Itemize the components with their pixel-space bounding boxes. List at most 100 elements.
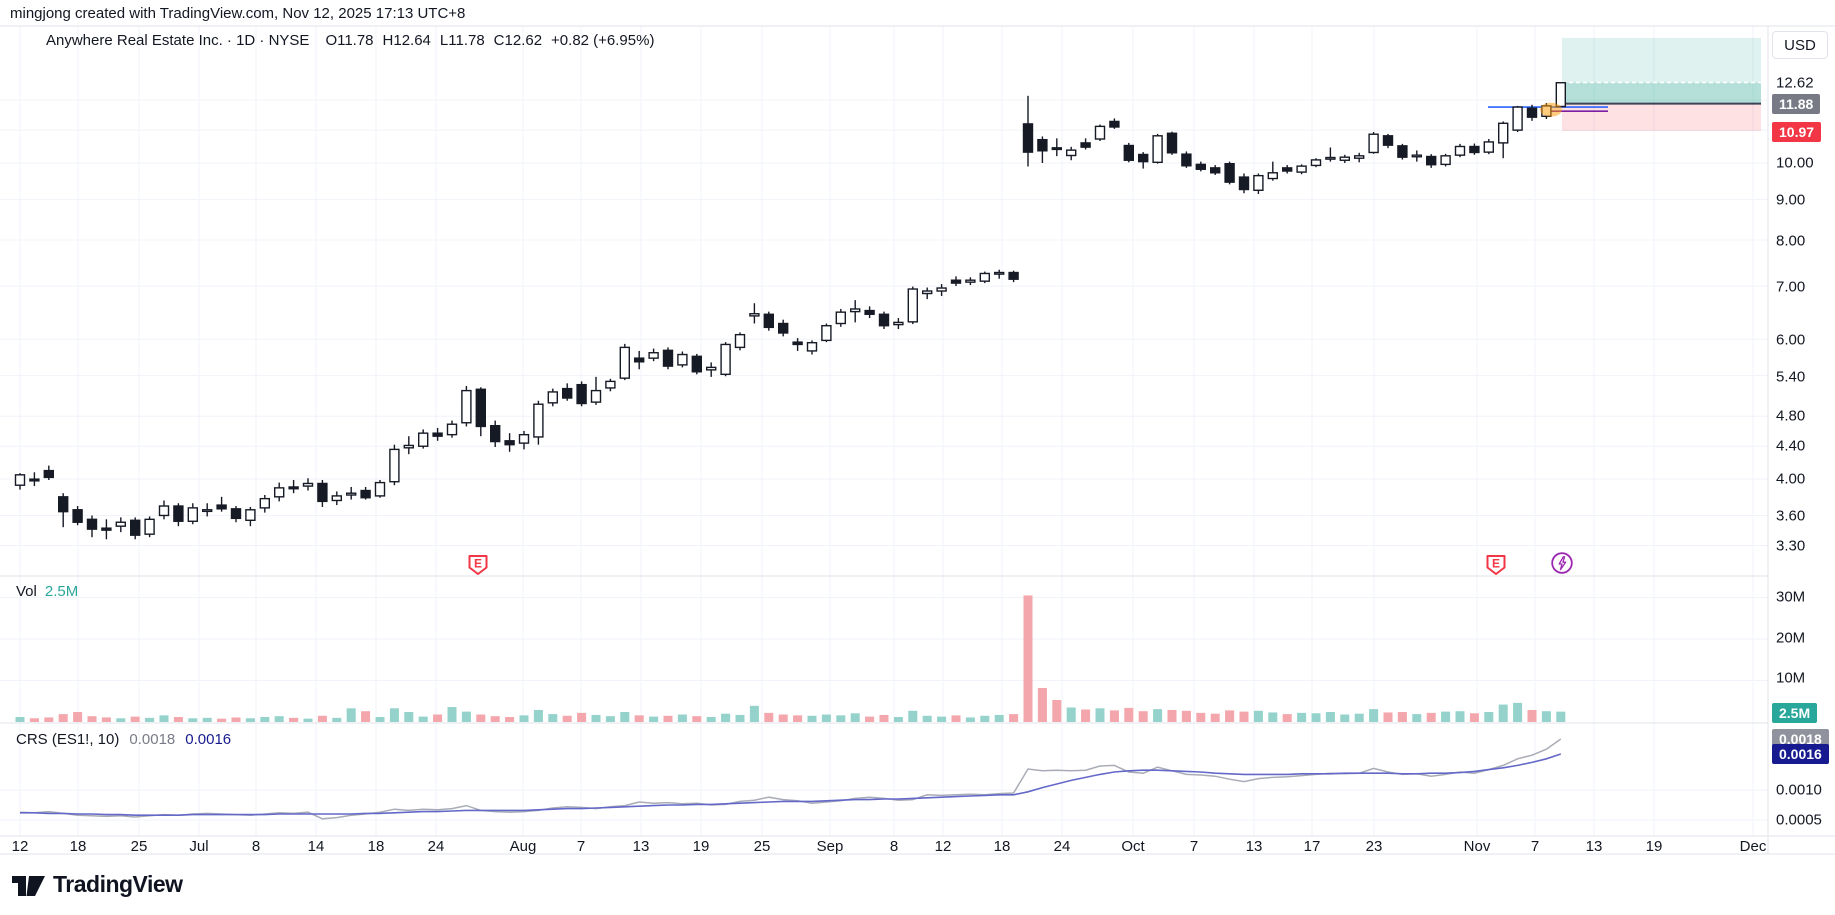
- candle: [1224, 162, 1235, 183]
- candle: [936, 287, 947, 292]
- candle: [518, 433, 530, 444]
- volume-bar: [577, 712, 587, 722]
- candle: [763, 313, 774, 329]
- candle: [994, 271, 1005, 275]
- candle: [302, 482, 314, 487]
- volume-bar: [649, 716, 659, 722]
- candle: [72, 509, 83, 523]
- pane-separators[interactable]: [0, 25, 1835, 855]
- crs-indicator-label[interactable]: CRS (ES1!, 10): [16, 731, 120, 748]
- symbol-legend: Anywhere Real Estate Inc. · 1D · NYSE O11…: [46, 32, 663, 49]
- volume-bar: [965, 717, 975, 722]
- candle: [907, 288, 918, 323]
- candle: [1195, 163, 1207, 170]
- volume-bar: [1282, 714, 1292, 722]
- candle: [1166, 132, 1178, 154]
- candle: [230, 508, 242, 520]
- candlestick-series: [14, 82, 1567, 540]
- candle: [1382, 135, 1394, 146]
- volume-bar: [1311, 713, 1321, 722]
- time-axis-label: 7: [1189, 838, 1199, 855]
- price-axis-badge: 11.88: [1772, 94, 1821, 114]
- candle: [432, 432, 443, 437]
- volume-bar: [1181, 710, 1191, 722]
- volume-bar: [1167, 709, 1177, 722]
- candle: [835, 311, 846, 325]
- candle: [562, 387, 573, 399]
- volume-bar: [101, 717, 111, 722]
- tradingview-logo[interactable]: TradingView: [12, 871, 183, 898]
- candle: [605, 380, 616, 389]
- power-bolt-icon[interactable]: [1551, 552, 1573, 574]
- volume-bar: [1124, 707, 1134, 722]
- time-axis-label: 13: [1585, 838, 1603, 855]
- volume-bar: [922, 715, 932, 722]
- volume-bar: [1297, 712, 1307, 722]
- ohlc-low: L11.78: [439, 32, 485, 49]
- volume-bar: [533, 709, 543, 722]
- entry-marker[interactable]: [1540, 102, 1562, 117]
- candle: [1512, 106, 1523, 131]
- crs-pane-legend: CRS (ES1!, 10) 0.0018 0.0016: [16, 731, 231, 748]
- volume-bar: [879, 714, 889, 722]
- earnings-icon[interactable]: E: [468, 555, 488, 575]
- currency-chip[interactable]: USD: [1772, 31, 1828, 59]
- volume-bar: [836, 715, 846, 722]
- time-axis-label: 25: [130, 838, 148, 855]
- volume-bar: [1469, 713, 1479, 722]
- candle: [950, 279, 962, 284]
- volume-bar: [375, 717, 385, 722]
- symbol-title[interactable]: Anywhere Real Estate Inc. · 1D · NYSE: [46, 32, 310, 49]
- candle: [1253, 174, 1264, 191]
- candle: [144, 518, 155, 535]
- volume-bar: [1541, 711, 1551, 722]
- price-axis-label: 20M: [1776, 629, 1806, 647]
- candle: [129, 519, 141, 536]
- volume-bar: [332, 717, 342, 722]
- price-axis-label: 6.00: [1776, 331, 1806, 349]
- volume-bar: [1023, 595, 1033, 722]
- volume-bar: [1354, 713, 1364, 722]
- tradingview-logo-text: TradingView: [53, 871, 183, 897]
- price-axis-badge: 0.0016: [1772, 744, 1829, 764]
- time-axis-label: 19: [1645, 838, 1663, 855]
- candle: [850, 308, 861, 313]
- candle: [1411, 154, 1423, 158]
- attribution-text: mingjong created with TradingView.com, N…: [10, 5, 466, 22]
- volume-bar: [130, 716, 140, 722]
- volume-bar: [461, 711, 471, 722]
- price-axis-label: 4.40: [1776, 437, 1806, 455]
- time-axis-label: 24: [427, 838, 445, 855]
- volume-bar: [865, 716, 875, 722]
- candle: [878, 313, 890, 327]
- candle: [389, 448, 400, 483]
- long-position-tool[interactable]: [1562, 37, 1761, 132]
- time-axis-label: 24: [1053, 838, 1071, 855]
- volume-bar: [260, 717, 270, 722]
- volume-bar: [1239, 711, 1249, 722]
- volume-bar: [663, 715, 673, 722]
- volume-bar: [1340, 714, 1350, 722]
- volume-bar: [1441, 711, 1451, 722]
- candle: [1497, 122, 1509, 144]
- price-axis-badge: 10.97: [1772, 122, 1822, 142]
- candle: [331, 495, 342, 502]
- volume-bar: [1484, 712, 1494, 722]
- volume-bar: [289, 717, 299, 722]
- volume-series: [15, 595, 1566, 722]
- candle: [14, 474, 26, 486]
- volume-bar: [476, 714, 486, 722]
- time-axis-label: 25: [753, 838, 771, 855]
- candle: [734, 333, 746, 349]
- earnings-icon[interactable]: E: [1486, 555, 1506, 575]
- candle: [1008, 271, 1019, 280]
- volume-bar: [274, 716, 284, 722]
- candle: [1368, 133, 1379, 154]
- time-axis-label: 23: [1365, 838, 1383, 855]
- price-axis-label: 0.0010: [1776, 781, 1822, 799]
- volume-bar: [706, 717, 716, 722]
- volume-bar: [245, 718, 255, 722]
- candle: [346, 492, 357, 496]
